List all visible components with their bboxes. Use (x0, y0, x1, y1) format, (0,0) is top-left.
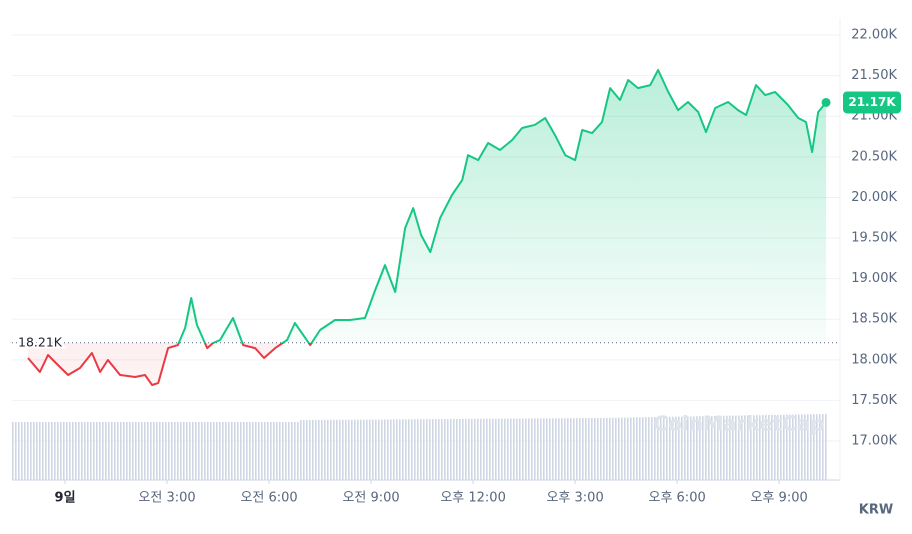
price-line (27, 69, 827, 386)
x-tick-label: 오후 12:00 (440, 491, 506, 506)
y-tick-label: 20.50K (851, 149, 897, 164)
y-tick-label: 22.00K (851, 28, 897, 43)
x-tick-label: 오후 3:00 (546, 491, 603, 506)
x-tick-label: 오전 3:00 (138, 491, 195, 506)
y-tick-label: 20.00K (851, 190, 897, 205)
area-fill (27, 70, 827, 385)
last-point (821, 97, 831, 107)
x-tick-label: 오후 6:00 (648, 491, 705, 506)
y-unit-label: KRW (859, 503, 893, 518)
y-tick-label: 19.50K (851, 231, 897, 246)
x-tick-label: 오전 6:00 (240, 491, 297, 506)
volume-bars (12, 414, 828, 480)
reference-label: 18.21K (18, 334, 63, 349)
y-tick-label: 17.50K (851, 393, 897, 408)
watermark: CoinMarketCap (653, 412, 824, 436)
y-tick-label: 21.50K (851, 68, 897, 83)
y-tick-label: 18.00K (851, 352, 897, 367)
y-tick-label: 17.00K (851, 434, 897, 449)
x-tick-label: 오전 9:00 (342, 491, 399, 506)
x-tick-label: 오후 9:00 (751, 491, 808, 506)
current-price-label: 21.17K (848, 95, 896, 109)
x-tick-label: 9일 (55, 491, 76, 506)
y-tick-label: 19.00K (851, 271, 897, 286)
y-tick-label: 18.50K (851, 312, 897, 327)
current-price-badge (843, 91, 901, 114)
